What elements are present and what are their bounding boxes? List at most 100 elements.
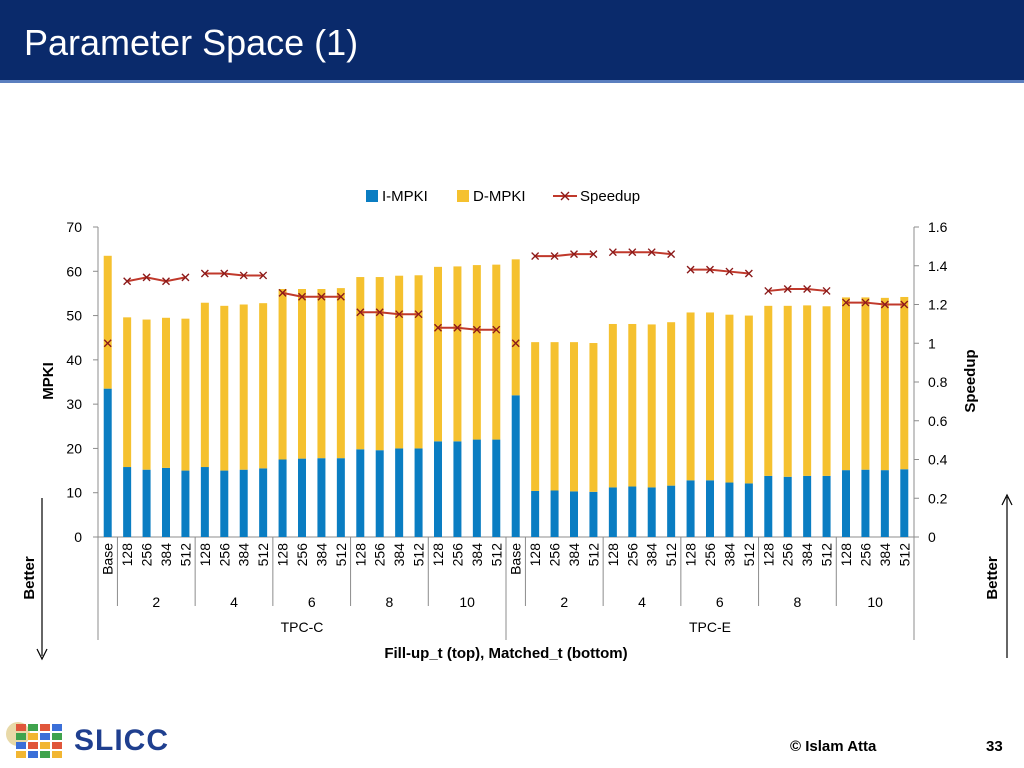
bar-i-mpki: [200, 467, 209, 537]
group-label: TPC-E: [689, 619, 731, 635]
y2-tick-label: 1: [928, 335, 936, 351]
bar-d-mpki: [239, 304, 248, 470]
bar-i-mpki: [239, 469, 248, 537]
x-tick-label: 128: [275, 543, 291, 567]
logo-grid-icon: [6, 722, 62, 758]
bar-d-mpki: [259, 303, 268, 469]
bar-i-mpki: [375, 450, 384, 537]
bar-i-mpki: [764, 475, 773, 537]
speedup-marker: [744, 269, 753, 278]
speedup-marker: [434, 323, 442, 332]
x-tick-label: 512: [488, 543, 504, 567]
speedup-marker: [103, 339, 112, 348]
speedup-marker: [647, 248, 656, 257]
bar-i-mpki: [181, 470, 190, 537]
bar-d-mpki: [123, 317, 132, 468]
x-tick-label: Base: [100, 543, 116, 575]
x-tick-label: 256: [857, 543, 873, 567]
bar-i-mpki: [647, 487, 656, 537]
bar-i-mpki: [608, 487, 617, 537]
speedup-marker: [628, 248, 637, 257]
bar-d-mpki: [317, 289, 326, 459]
title-rule: [0, 80, 1024, 83]
bar-i-mpki: [492, 439, 501, 537]
legend-label: I-MPKI: [382, 188, 428, 205]
footer-credit: © Islam Atta: [790, 738, 877, 755]
x-tick-label: 384: [236, 543, 252, 567]
subgroup-label: 2: [560, 594, 568, 610]
x-tick-label: 384: [469, 543, 485, 567]
speedup-line: [438, 326, 497, 331]
bar-i-mpki: [783, 476, 792, 537]
bar-i-mpki: [861, 469, 870, 537]
bar-d-mpki: [725, 314, 734, 483]
speedup-marker: [239, 271, 248, 280]
bar-d-mpki: [880, 297, 889, 471]
subgroup-label: 8: [794, 594, 802, 610]
bar-i-mpki: [725, 482, 734, 537]
bar-d-mpki: [822, 306, 831, 476]
bar-d-mpki: [686, 312, 695, 481]
legend-swatch: [457, 190, 469, 202]
bar-d-mpki: [744, 315, 753, 484]
bar-i-mpki: [123, 467, 132, 537]
y2-tick-label: 0.4: [928, 452, 948, 468]
bar-i-mpki: [880, 470, 889, 537]
slicc-logo: SLICC: [6, 718, 168, 762]
y2-tick-label: 0.2: [928, 490, 948, 506]
speedup-marker: [880, 300, 889, 309]
subgroup-label: 10: [867, 594, 883, 610]
speedup-line: [768, 288, 827, 292]
bar-d-mpki: [278, 289, 287, 460]
speedup-marker: [356, 308, 365, 317]
speedup-line: [535, 253, 594, 258]
bar-i-mpki: [472, 439, 481, 537]
speedup-marker: [589, 250, 598, 259]
x-tick-label: 512: [411, 543, 427, 567]
subgroup-label: 4: [638, 594, 646, 610]
bar-d-mpki: [162, 317, 170, 468]
y-axis-title: MPKI: [40, 362, 57, 400]
x-tick-label: 384: [799, 543, 815, 567]
subgroup-label: 6: [308, 594, 316, 610]
speedup-marker: [764, 286, 773, 295]
speedup-line: [282, 291, 341, 298]
speedup-marker: [142, 273, 151, 282]
bar-i-mpki: [589, 491, 598, 537]
better-label-left: Better: [21, 556, 38, 600]
bar-i-mpki: [803, 475, 812, 537]
speedup-marker: [200, 269, 209, 278]
bar-d-mpki: [375, 277, 384, 451]
y2-tick-label: 0.8: [928, 374, 948, 390]
bar-i-mpki: [550, 490, 559, 537]
x-tick-label: 384: [158, 543, 174, 567]
bar-d-mpki: [667, 322, 676, 486]
bar-i-mpki: [414, 448, 423, 537]
bar-i-mpki: [822, 475, 831, 537]
bar-d-mpki: [142, 319, 151, 470]
legend-label: D-MPKI: [473, 188, 526, 205]
speedup-marker: [725, 267, 734, 276]
better-label-right: Better: [984, 556, 1001, 600]
bar-i-mpki: [744, 483, 753, 537]
y-tick-label: 0: [74, 529, 82, 545]
y2-tick-label: 0.6: [928, 413, 948, 429]
legend-label: Speedup: [580, 188, 640, 205]
x-tick-label: 256: [780, 543, 796, 567]
y2-tick-label: 1.4: [928, 258, 948, 274]
speedup-marker: [842, 298, 850, 307]
bar-i-mpki: [686, 480, 695, 537]
y2-tick-label: 0: [928, 529, 936, 545]
bar-i-mpki: [278, 459, 287, 537]
x-tick-label: 384: [391, 543, 407, 567]
bar-i-mpki: [162, 467, 170, 537]
x-tick-label: 384: [877, 543, 893, 567]
speedup-marker: [608, 248, 617, 257]
speedup-marker: [900, 300, 909, 309]
speedup-marker: [220, 269, 229, 278]
logo-text: SLICC: [74, 724, 169, 757]
bar-i-mpki: [511, 395, 520, 537]
y2-tick-label: 1.6: [928, 219, 948, 235]
speedup-line-layer: [103, 248, 909, 348]
